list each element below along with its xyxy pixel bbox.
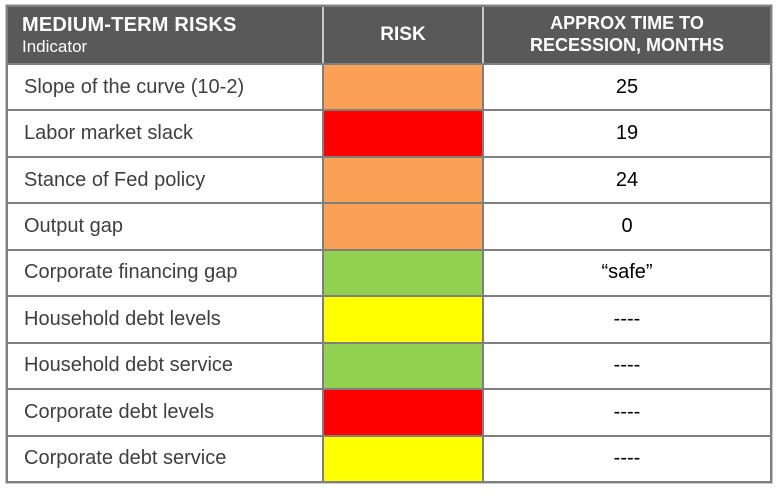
time-to-recession-cell: ---- bbox=[482, 343, 770, 389]
table-row: Household debt levels ---- bbox=[8, 295, 770, 342]
time-to-recession-cell: 19 bbox=[482, 111, 770, 156]
table-row: Labor market slack 19 bbox=[8, 109, 770, 156]
risk-swatch-orange bbox=[322, 65, 482, 110]
header-cell-risk: RISK bbox=[322, 7, 482, 63]
time-to-recession-cell: ---- bbox=[482, 436, 770, 481]
table-row: Corporate financing gap “safe” bbox=[8, 248, 770, 296]
indicator-cell: Stance of Fed policy bbox=[24, 168, 206, 191]
header-cell-indicator: MEDIUM-TERM RISKS Indicator bbox=[8, 7, 322, 63]
table-row: Output gap 0 bbox=[8, 202, 770, 249]
table-row: Corporate debt service ---- bbox=[8, 434, 770, 481]
table-row: Corporate debt levels ---- bbox=[8, 388, 770, 435]
risk-swatch-red bbox=[322, 111, 482, 156]
table-row: Household debt service ---- bbox=[8, 341, 770, 389]
indicator-cell: Corporate debt levels bbox=[24, 400, 215, 423]
table-row: Slope of the curve (10-2) 25 bbox=[8, 63, 770, 110]
header-cell-time-to-recession: APPROX TIME TO RECESSION, MONTHS bbox=[482, 7, 770, 63]
risk-swatch-green bbox=[322, 250, 482, 296]
risk-swatch-red bbox=[322, 390, 482, 435]
risk-swatch-orange bbox=[322, 157, 482, 203]
indicator-cell: Household debt service bbox=[24, 354, 234, 377]
risk-swatch-yellow bbox=[322, 297, 482, 342]
indicator-cell: Corporate financing gap bbox=[24, 261, 238, 284]
table-header-row: MEDIUM-TERM RISKS Indicator RISK APPROX … bbox=[8, 7, 770, 63]
indicator-cell: Slope of the curve (10-2) bbox=[24, 75, 245, 98]
indicator-cell: Labor market slack bbox=[24, 122, 193, 145]
time-to-recession-cell: 24 bbox=[482, 157, 770, 203]
table-row: Stance of Fed policy 24 bbox=[8, 155, 770, 203]
time-to-recession-cell: ---- bbox=[482, 390, 770, 435]
indicator-cell: Household debt levels bbox=[24, 307, 221, 330]
time-to-recession-cell: “safe” bbox=[482, 250, 770, 296]
indicator-cell: Output gap bbox=[24, 215, 123, 238]
risk-table: MEDIUM-TERM RISKS Indicator RISK APPROX … bbox=[5, 4, 773, 484]
risk-swatch-orange bbox=[322, 204, 482, 249]
risk-swatch-yellow bbox=[322, 436, 482, 481]
indicator-cell: Corporate debt service bbox=[24, 447, 227, 470]
time-to-recession-cell: 0 bbox=[482, 204, 770, 249]
table-title: MEDIUM-TERM RISKS bbox=[22, 13, 237, 36]
risk-swatch-green bbox=[322, 343, 482, 389]
indicator-column-label: Indicator bbox=[22, 36, 88, 56]
table-body: Slope of the curve (10-2) 25 Labor marke… bbox=[8, 63, 770, 481]
time-to-recession-cell: ---- bbox=[482, 297, 770, 342]
time-to-recession-cell: 25 bbox=[482, 65, 770, 110]
